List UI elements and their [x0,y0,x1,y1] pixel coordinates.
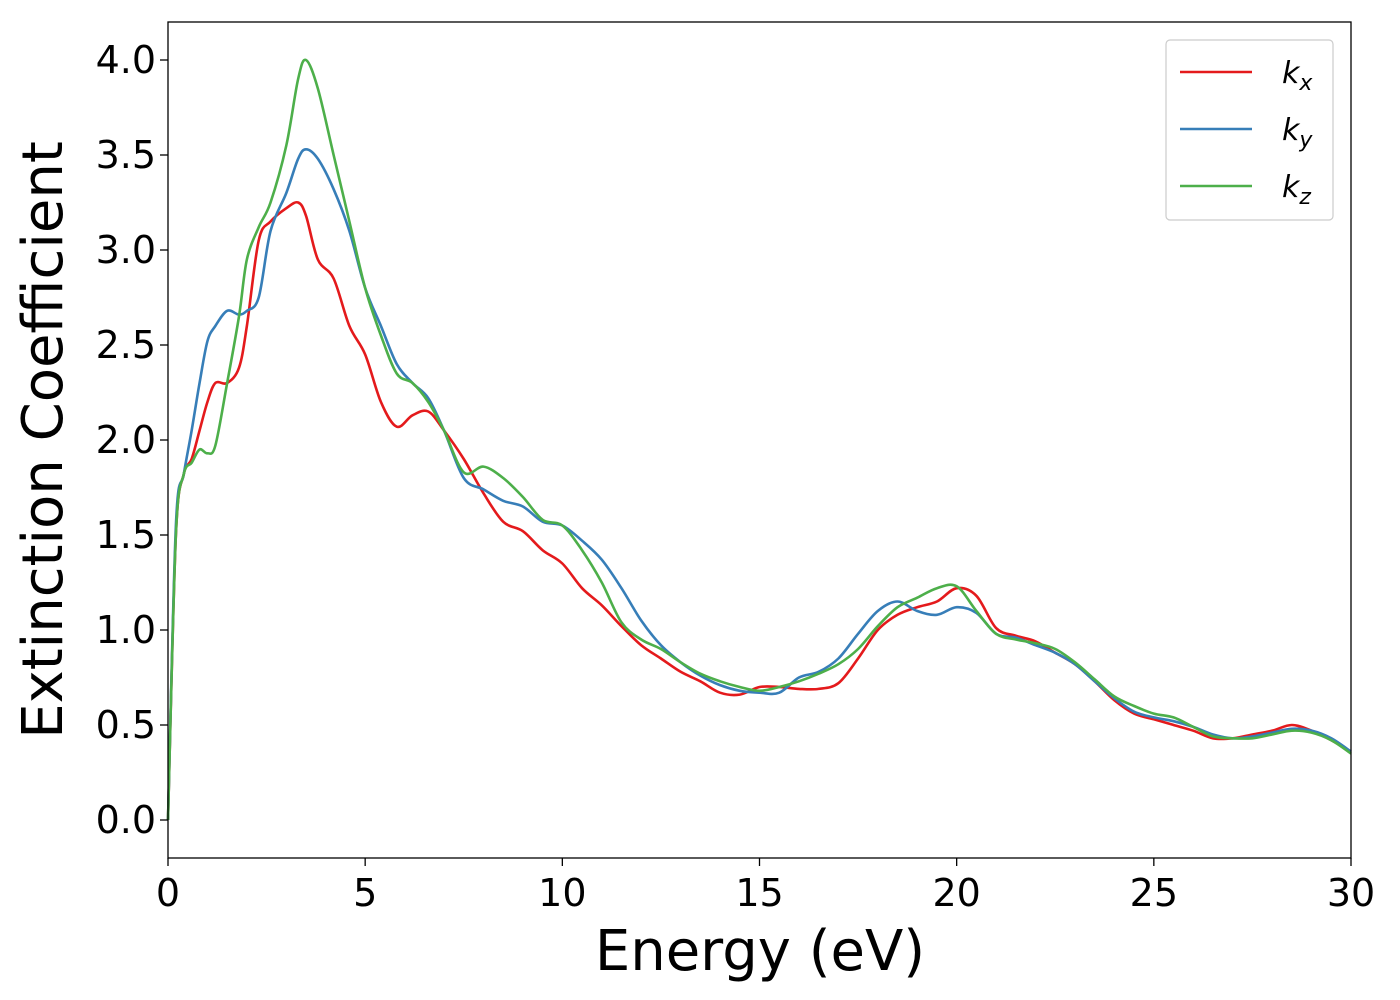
legend-label-kx: kx [1282,56,1313,96]
series-line-ky [166,148,1352,821]
legend-label-kz: kz [1282,170,1311,210]
y-tick-label: 3.0 [96,228,156,272]
y-tick-label: 0.5 [96,703,156,747]
y-axis-ticks: 0.0 0.5 1.0 1.5 2.0 2.5 3.0 3.5 4.0 [96,38,168,842]
y-tick-label: 1.5 [96,513,156,557]
y-tick-label: 0.0 [96,798,156,842]
x-tick-label: 30 [1327,871,1375,915]
y-tick-label: 2.0 [96,418,156,462]
legend: kx ky kz [1165,39,1334,221]
x-axis-title: Energy (eV) [595,919,925,984]
y-tick-label: 1.0 [96,608,156,652]
x-tick-label: 25 [1130,871,1178,915]
y-tick-label: 2.5 [96,323,156,367]
y-axis-title: Extinction Coefficient [11,141,76,739]
y-tick-label: 3.5 [96,133,156,177]
x-tick-label: 20 [932,871,980,915]
x-tick-label: 5 [353,871,377,915]
plot-lines [166,58,1352,821]
x-axis-ticks: 0 5 10 15 20 25 30 [156,858,1375,915]
series-line-kx [166,200,1352,821]
y-tick-label: 4.0 [96,38,156,82]
x-tick-label: 15 [735,871,783,915]
legend-label-ky: ky [1282,113,1313,153]
x-tick-label: 10 [538,871,586,915]
x-tick-label: 0 [156,871,180,915]
series-line-kz [166,58,1352,821]
